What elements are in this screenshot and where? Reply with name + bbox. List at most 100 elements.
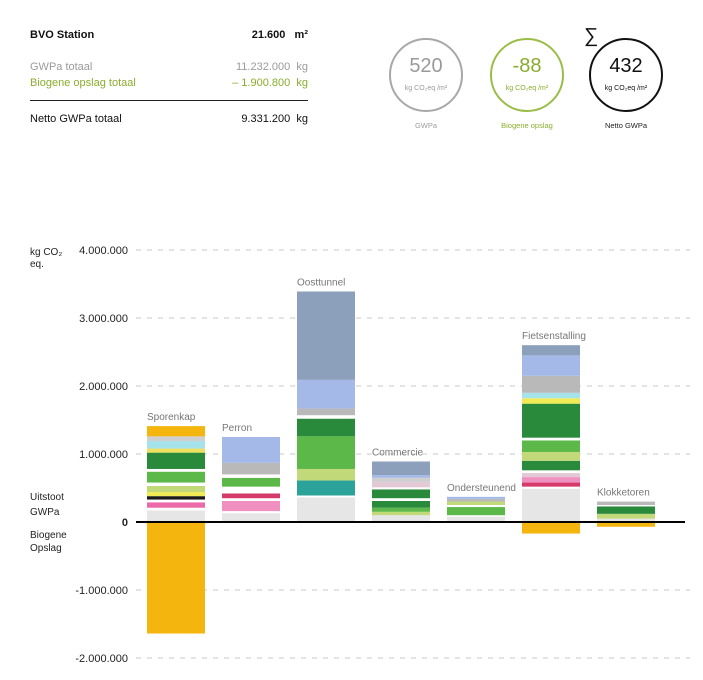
gwpa-unit: kg	[296, 61, 308, 73]
bio-label: Biogene opslag totaal	[30, 77, 136, 89]
bio-unit: kg	[296, 77, 308, 89]
bar-segment	[522, 355, 580, 376]
bar-segment	[522, 460, 580, 471]
upper-zone-label: GWPa	[30, 507, 60, 518]
bar-segment	[522, 403, 580, 438]
category-label: Sporenkap	[147, 412, 196, 423]
bar-segment	[522, 486, 580, 489]
bar-segment	[522, 437, 580, 441]
bar-segment	[297, 480, 355, 496]
bar-segment	[147, 448, 205, 453]
bar-negative-segment	[522, 522, 580, 534]
bar-segment	[297, 468, 355, 481]
bar-segment	[147, 436, 205, 442]
bar-segment	[372, 481, 430, 488]
bar-segment	[522, 482, 580, 487]
bar-segment	[522, 345, 580, 356]
bar-segment	[372, 511, 430, 516]
bar-segment	[222, 493, 280, 499]
gwpa-label: GWPa totaal	[30, 61, 93, 73]
sigma-icon: ∑	[584, 25, 599, 47]
bar-segment	[147, 492, 205, 497]
bar-segment	[147, 452, 205, 469]
bar-segment	[372, 461, 430, 476]
bar-segment	[147, 485, 205, 493]
bar-segment	[522, 440, 580, 452]
category-label: Commercie	[372, 447, 424, 458]
summary-divider	[30, 100, 308, 101]
summary-row-bvo: BVO Station 21.600 m²	[30, 28, 308, 42]
gwpa-indicator-caption: GWPa	[414, 121, 438, 130]
bvo-unit: m²	[294, 29, 308, 41]
bar-segment	[447, 498, 505, 502]
bar-segment	[522, 473, 580, 478]
bar-segment	[447, 516, 505, 522]
bar-segment	[297, 379, 355, 409]
bar-segment	[147, 510, 205, 522]
bar-negative-segment	[597, 522, 655, 527]
bar-segment	[597, 518, 655, 522]
net-indicator-unit: kg CO₂eq /m²	[604, 85, 648, 92]
bar-segment	[372, 487, 430, 490]
bar-segment	[222, 500, 280, 512]
bar-segment	[222, 477, 280, 487]
bar-segment	[222, 462, 280, 475]
chart-labels: Sporenkap Perron Oosttunnel Commercie Onders…	[147, 277, 650, 498]
bar-segment	[372, 489, 430, 499]
bar-segment	[297, 415, 355, 419]
chart-axis: 4.000.000 3.000.000 2.000.000 1.000.000 0 -1.…	[30, 245, 685, 665]
bar-segment	[147, 499, 205, 503]
bar-segment	[222, 513, 280, 522]
y-tick-label: 3.000.000	[79, 313, 128, 325]
net-indicator: 432 kg CO₂eq /m²	[589, 38, 663, 112]
bar-segment	[372, 507, 430, 512]
bar-segment	[522, 451, 580, 461]
bvo-label: BVO Station	[30, 29, 95, 41]
upper-zone-label: Uitstoot	[30, 492, 64, 503]
bar-segment	[372, 498, 430, 501]
bar-segment	[147, 502, 205, 508]
bar-segment	[297, 408, 355, 416]
bar-segment	[297, 418, 355, 437]
bar-segment	[522, 477, 580, 483]
summary-row-bio: Biogene opslag totaal – 1.900.800 kg	[30, 76, 308, 90]
bar-segment	[297, 436, 355, 469]
bar-segment	[447, 505, 505, 508]
bar-segment	[147, 468, 205, 472]
bar-segment	[447, 515, 505, 517]
bar-segment	[147, 507, 205, 511]
bio-indicator-value: -88	[512, 55, 542, 77]
bar-segment	[597, 505, 655, 507]
gwpa-value: 11.232.000	[236, 61, 291, 73]
bar-segment	[597, 501, 655, 505]
bar-segment	[372, 500, 430, 508]
y-tick-label: 2.000.000	[79, 381, 128, 393]
bar-segment	[522, 488, 580, 522]
bio-indicator: -88 kg CO₂eq /m²	[490, 38, 564, 112]
net-value: 9.331.200	[241, 113, 291, 125]
bvo-value: 21.600	[251, 29, 286, 41]
bar-negative-segment	[147, 522, 205, 634]
bar-segment	[447, 507, 505, 516]
net-indicator-caption: Netto GWPa	[604, 121, 648, 130]
summary-row-gwpa: GWPa totaal 11.232.000 kg	[30, 60, 308, 74]
bar-segment	[447, 496, 505, 499]
bar-segment	[597, 513, 655, 519]
bar-segment	[222, 511, 280, 514]
bar-segment	[522, 392, 580, 399]
category-label: Ondersteunend	[447, 483, 516, 494]
bar-segment	[147, 496, 205, 500]
y-tick-label: 0	[122, 517, 128, 529]
net-unit: kg	[296, 113, 308, 125]
bar-segment	[147, 471, 205, 483]
bar-segment	[147, 426, 205, 437]
bar-segment	[522, 375, 580, 393]
y-axis-label-line2: eq.	[30, 259, 44, 270]
category-label: Klokketoren	[597, 488, 650, 499]
bar-segment	[522, 398, 580, 404]
bio-indicator-unit: kg CO₂eq /m²	[505, 85, 549, 92]
bar-segment	[597, 506, 655, 514]
net-label: Netto GWPa totaal	[30, 113, 122, 125]
lower-zone-label: Opslag	[30, 543, 62, 554]
